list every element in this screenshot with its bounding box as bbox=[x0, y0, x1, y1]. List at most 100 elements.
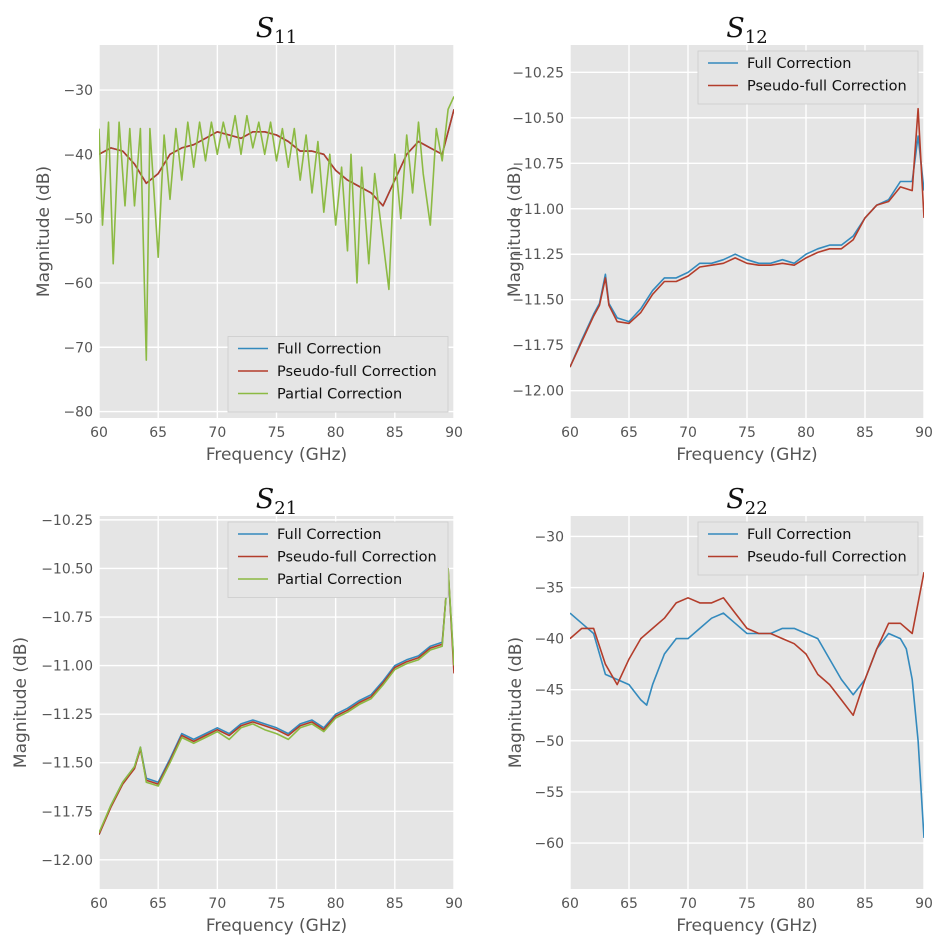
x-tick-label: 75 bbox=[738, 896, 756, 912]
legend-label: Full Correction bbox=[277, 342, 381, 358]
y-tick-label: −70 bbox=[63, 340, 93, 356]
y-tick-label: −10.25 bbox=[512, 65, 564, 81]
x-tick-label: 75 bbox=[268, 425, 286, 441]
y-tick-label: −80 bbox=[63, 405, 93, 421]
x-tick-label: 70 bbox=[679, 896, 697, 912]
y-tick-label: −10.75 bbox=[41, 610, 93, 626]
y-tick-label: −40 bbox=[63, 147, 93, 163]
y-tick-label: −35 bbox=[534, 581, 564, 597]
x-tick-label: 60 bbox=[90, 896, 108, 912]
legend-label: Partial Correction bbox=[277, 387, 402, 403]
legend-label: Pseudo-full Correction bbox=[277, 550, 437, 566]
y-tick-label: −11.50 bbox=[512, 293, 564, 309]
y-axis-label: Magnitude (dB) bbox=[34, 166, 54, 297]
y-tick-label: −11.25 bbox=[41, 707, 93, 723]
chart-panel-s22: 60 65 70 75 80 85 90 −60 −55 −50 −45 −40 −35 −30 Frequ… bbox=[506, 484, 933, 936]
y-axis-label: Magnitude (dB) bbox=[505, 166, 525, 297]
y-tick-label: −12.00 bbox=[512, 384, 564, 400]
series-line-full bbox=[570, 612, 924, 838]
x-axis-label: Frequency (GHz) bbox=[676, 916, 817, 936]
y-tick-label: −10.50 bbox=[512, 111, 564, 127]
chart-title: S12 bbox=[726, 13, 767, 48]
legend: Full Correction Pseudo-full Correction Par… bbox=[227, 521, 449, 598]
x-axis-label: Frequency (GHz) bbox=[206, 916, 347, 936]
x-tick-label: 65 bbox=[620, 896, 638, 912]
y-tick-label: −11.75 bbox=[512, 338, 564, 354]
series-line-pseudo bbox=[570, 572, 924, 717]
x-tick-label: 70 bbox=[208, 896, 226, 912]
x-tick-label: 85 bbox=[386, 896, 404, 912]
x-tick-label: 90 bbox=[915, 896, 933, 912]
y-tick-label: −11.00 bbox=[512, 202, 564, 218]
y-tick-label: −11.75 bbox=[41, 804, 93, 820]
x-tick-label: 90 bbox=[915, 425, 933, 441]
x-tick-label: 60 bbox=[561, 425, 579, 441]
chart-title: S21 bbox=[256, 484, 297, 519]
x-axis-label: Frequency (GHz) bbox=[206, 445, 347, 465]
x-tick-label: 65 bbox=[620, 425, 638, 441]
x-tick-label: 70 bbox=[679, 425, 697, 441]
chart-panel-s11: 60 65 70 75 80 85 90 −80 −70 −60 −50 −40 −30 Frequenc… bbox=[34, 13, 463, 465]
x-tick-label: 60 bbox=[90, 425, 108, 441]
chart-panel-s21: 60 65 70 75 80 85 90 −12.00 −11.75 −11.50 −11.25 −1… bbox=[11, 484, 463, 936]
x-tick-label: 70 bbox=[208, 425, 226, 441]
x-tick-label: 65 bbox=[149, 425, 167, 441]
x-tick-label: 65 bbox=[149, 896, 167, 912]
x-tick-label: 80 bbox=[797, 425, 815, 441]
y-tick-label: −60 bbox=[63, 276, 93, 292]
legend-box bbox=[227, 521, 449, 598]
y-tick-label: −50 bbox=[534, 734, 564, 750]
chart-title: S22 bbox=[726, 484, 767, 519]
x-tick-label: 90 bbox=[445, 425, 463, 441]
x-tick-label: 75 bbox=[268, 896, 286, 912]
legend-label: Partial Correction bbox=[277, 572, 402, 588]
series-line-pseudo bbox=[99, 109, 454, 207]
x-tick-label: 85 bbox=[856, 896, 874, 912]
y-tick-label: −11.25 bbox=[512, 247, 564, 263]
series-line-partial bbox=[99, 567, 454, 834]
x-tick-label: 90 bbox=[445, 896, 463, 912]
y-tick-label: −10.75 bbox=[512, 156, 564, 172]
y-tick-label: −45 bbox=[534, 683, 564, 699]
y-tick-label: −30 bbox=[63, 83, 93, 99]
y-tick-label: −11.00 bbox=[41, 659, 93, 675]
x-tick-label: 80 bbox=[327, 896, 345, 912]
y-axis-label: Magnitude (dB) bbox=[11, 637, 31, 768]
y-tick-label: −11.50 bbox=[41, 756, 93, 772]
x-tick-label: 80 bbox=[327, 425, 345, 441]
legend-box bbox=[697, 521, 919, 576]
y-tick-label: −40 bbox=[534, 632, 564, 648]
legend-label: Full Correction bbox=[747, 56, 851, 72]
y-tick-label: −10.25 bbox=[41, 513, 93, 529]
chart-title: S11 bbox=[256, 13, 297, 48]
y-tick-label: −55 bbox=[534, 785, 564, 801]
legend: Full Correction Pseudo-full Correction bbox=[697, 521, 919, 576]
y-axis-label: Magnitude (dB) bbox=[506, 637, 526, 768]
y-tick-label: −50 bbox=[63, 212, 93, 228]
y-tick-label: −30 bbox=[534, 529, 564, 545]
x-tick-label: 60 bbox=[561, 896, 579, 912]
series-line-pseudo bbox=[570, 107, 924, 368]
y-tick-label: −12.00 bbox=[41, 853, 93, 869]
legend-label: Full Correction bbox=[277, 527, 381, 543]
y-tick-label: −10.50 bbox=[41, 561, 93, 577]
x-tick-label: 85 bbox=[856, 425, 874, 441]
series-line-full bbox=[99, 571, 454, 835]
x-tick-label: 85 bbox=[386, 425, 404, 441]
legend-label: Pseudo-full Correction bbox=[277, 364, 437, 380]
legend-label: Full Correction bbox=[747, 527, 851, 543]
x-tick-label: 80 bbox=[797, 896, 815, 912]
y-tick-label: −60 bbox=[534, 836, 564, 852]
x-axis-label: Frequency (GHz) bbox=[676, 445, 817, 465]
legend-label: Pseudo-full Correction bbox=[747, 79, 907, 95]
legend-label: Pseudo-full Correction bbox=[747, 550, 907, 566]
legend: Full Correction Pseudo-full Correction Par… bbox=[227, 336, 449, 413]
chart-panel-s12: 60 65 70 75 80 85 90 −12.00 −11.75 −11.50 −11.25 −1… bbox=[505, 13, 933, 465]
legend-box bbox=[697, 50, 919, 105]
series-line-pseudo bbox=[99, 567, 454, 835]
series-line-partial bbox=[99, 96, 454, 361]
legend-box bbox=[227, 336, 449, 413]
x-tick-label: 75 bbox=[738, 425, 756, 441]
legend: Full Correction Pseudo-full Correction bbox=[697, 50, 919, 105]
